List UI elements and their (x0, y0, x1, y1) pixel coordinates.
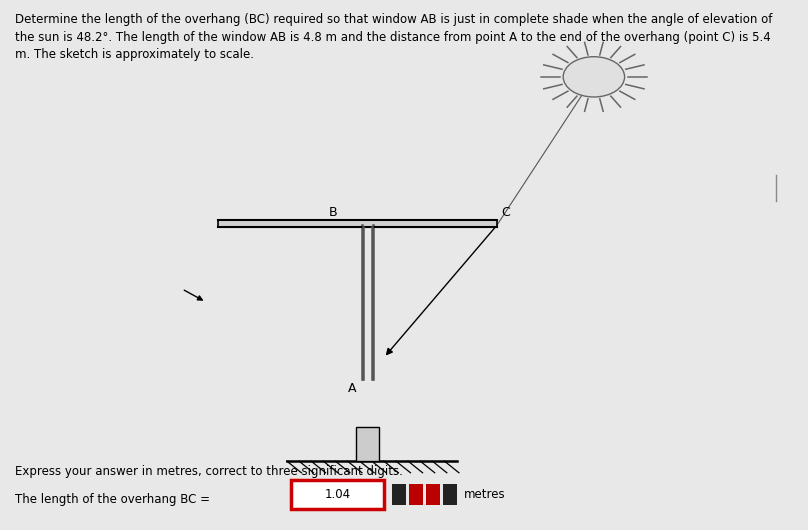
Bar (409, 483, 423, 505)
Text: C: C (501, 206, 510, 219)
Polygon shape (218, 220, 497, 227)
Circle shape (563, 57, 625, 97)
Bar (426, 483, 440, 505)
Bar (443, 483, 457, 505)
Text: The length of the overhang BC =: The length of the overhang BC = (15, 493, 209, 506)
Text: Express your answer in metres, correct to three significant digits.: Express your answer in metres, correct t… (15, 465, 402, 479)
Text: 1.04: 1.04 (324, 488, 351, 501)
Text: B: B (329, 206, 338, 219)
Text: Determine the length of the overhang (BC) required so that window AB is just in : Determine the length of the overhang (BC… (15, 13, 772, 61)
Bar (392, 483, 406, 505)
Bar (291, 480, 384, 509)
Bar (356, 427, 379, 461)
Text: A: A (347, 382, 356, 395)
Text: metres: metres (464, 488, 506, 501)
